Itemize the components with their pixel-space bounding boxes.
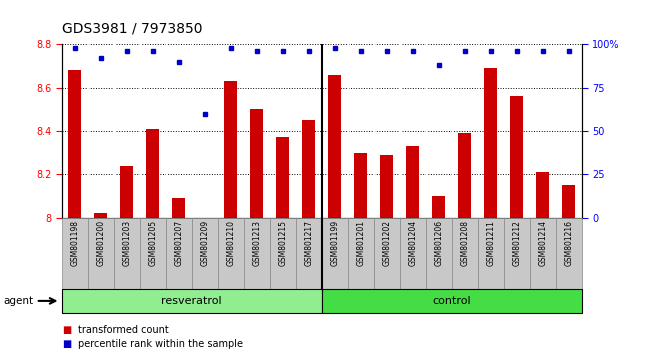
Bar — [562, 185, 575, 218]
Text: resveratrol: resveratrol — [161, 296, 222, 306]
Bar — [510, 96, 523, 218]
Bar — [406, 146, 419, 218]
Text: GSM801214: GSM801214 — [538, 220, 547, 266]
Bar — [458, 133, 471, 218]
Text: GSM801211: GSM801211 — [486, 220, 495, 266]
FancyBboxPatch shape — [478, 218, 504, 289]
Text: GSM801208: GSM801208 — [460, 220, 469, 266]
FancyBboxPatch shape — [140, 218, 166, 289]
FancyBboxPatch shape — [244, 218, 270, 289]
FancyBboxPatch shape — [62, 218, 88, 289]
Text: GSM801212: GSM801212 — [512, 220, 521, 266]
Bar — [536, 172, 549, 218]
FancyBboxPatch shape — [88, 218, 114, 289]
FancyBboxPatch shape — [322, 218, 348, 289]
Text: ■: ■ — [62, 325, 71, 335]
Text: GSM801205: GSM801205 — [148, 220, 157, 266]
Text: ■: ■ — [62, 339, 71, 349]
FancyBboxPatch shape — [400, 218, 426, 289]
Text: GSM801198: GSM801198 — [70, 220, 79, 266]
FancyBboxPatch shape — [166, 218, 192, 289]
Bar — [68, 70, 81, 218]
FancyBboxPatch shape — [322, 289, 582, 313]
Text: GSM801200: GSM801200 — [96, 220, 105, 266]
Bar — [120, 166, 133, 218]
FancyBboxPatch shape — [296, 218, 322, 289]
Bar — [432, 196, 445, 218]
Text: GSM801199: GSM801199 — [330, 220, 339, 266]
Text: GSM801206: GSM801206 — [434, 220, 443, 266]
FancyBboxPatch shape — [192, 218, 218, 289]
Bar — [380, 155, 393, 218]
FancyBboxPatch shape — [270, 218, 296, 289]
FancyBboxPatch shape — [530, 218, 556, 289]
FancyBboxPatch shape — [218, 218, 244, 289]
Text: percentile rank within the sample: percentile rank within the sample — [78, 339, 243, 349]
Bar — [146, 129, 159, 218]
Bar — [94, 213, 107, 218]
Text: GDS3981 / 7973850: GDS3981 / 7973850 — [62, 21, 202, 35]
Text: GSM801207: GSM801207 — [174, 220, 183, 266]
Text: GSM801213: GSM801213 — [252, 220, 261, 266]
FancyBboxPatch shape — [426, 218, 452, 289]
Bar — [172, 198, 185, 218]
Text: transformed count: transformed count — [78, 325, 169, 335]
Text: GSM801216: GSM801216 — [564, 220, 573, 266]
Bar — [302, 120, 315, 218]
Text: GSM801215: GSM801215 — [278, 220, 287, 266]
Text: GSM801203: GSM801203 — [122, 220, 131, 266]
Bar — [328, 75, 341, 218]
Text: GSM801201: GSM801201 — [356, 220, 365, 266]
Text: GSM801217: GSM801217 — [304, 220, 313, 266]
Bar — [276, 137, 289, 218]
FancyBboxPatch shape — [62, 289, 322, 313]
Text: GSM801202: GSM801202 — [382, 220, 391, 266]
Bar — [224, 81, 237, 218]
FancyBboxPatch shape — [452, 218, 478, 289]
FancyBboxPatch shape — [374, 218, 400, 289]
Bar — [354, 153, 367, 218]
FancyBboxPatch shape — [504, 218, 530, 289]
FancyBboxPatch shape — [556, 218, 582, 289]
Bar — [484, 68, 497, 218]
Bar — [250, 109, 263, 218]
FancyBboxPatch shape — [348, 218, 374, 289]
Text: GSM801204: GSM801204 — [408, 220, 417, 266]
Text: agent: agent — [3, 296, 33, 306]
FancyBboxPatch shape — [114, 218, 140, 289]
Text: control: control — [432, 296, 471, 306]
Text: GSM801210: GSM801210 — [226, 220, 235, 266]
Text: GSM801209: GSM801209 — [200, 220, 209, 266]
